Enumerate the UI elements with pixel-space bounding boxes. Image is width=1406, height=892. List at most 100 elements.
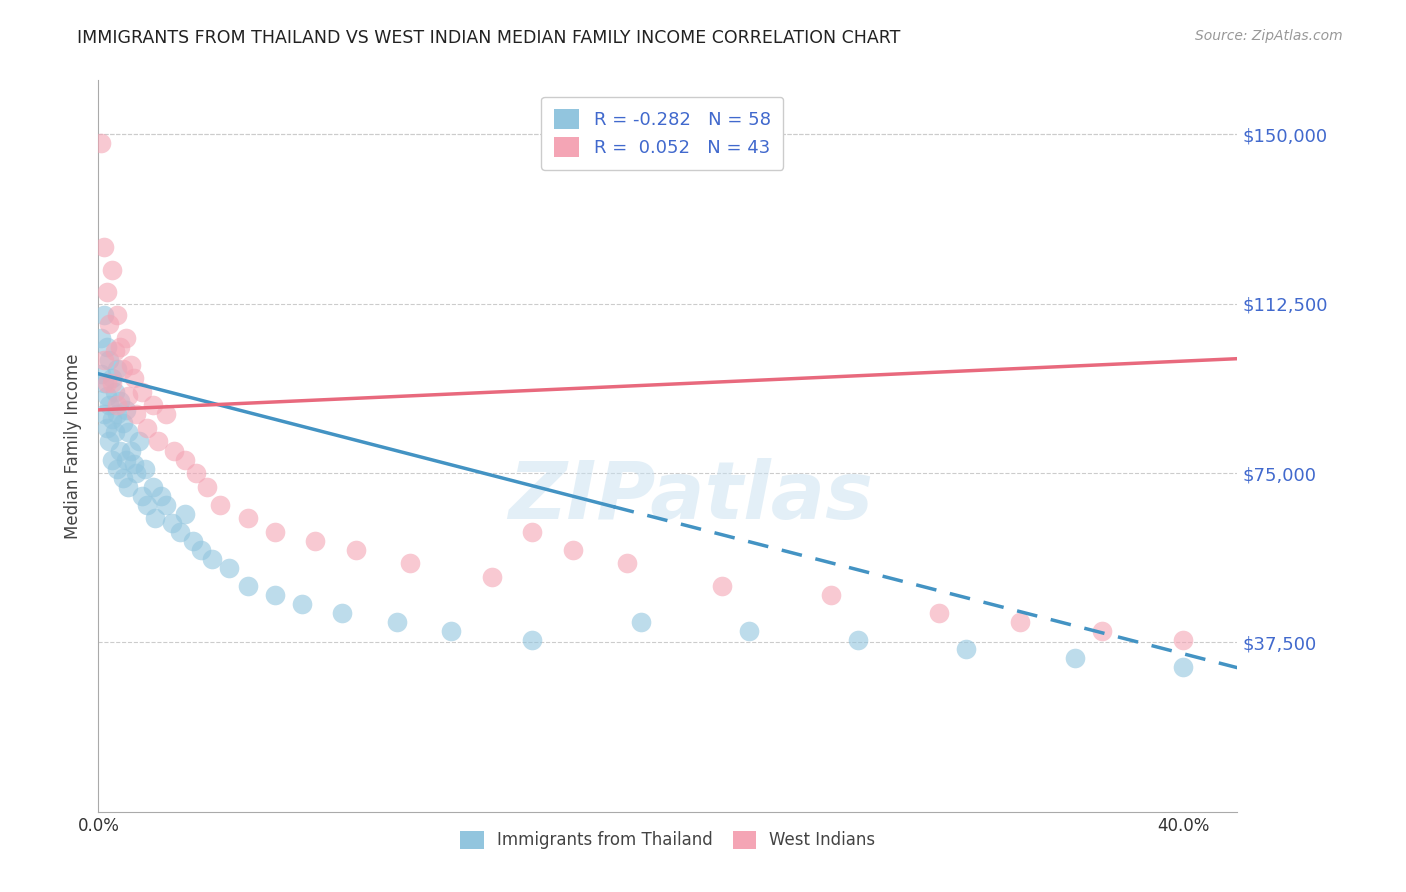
West Indians <box>155 408 177 422</box>
West Indians <box>131 384 153 399</box>
West Indians <box>136 421 159 435</box>
West Indians <box>304 533 326 548</box>
Immigrants from Thailand <box>96 421 118 435</box>
Immigrants from Thailand <box>136 498 159 512</box>
West Indians <box>820 588 842 602</box>
West Indians <box>344 542 367 557</box>
Text: IMMIGRANTS FROM THAILAND VS WEST INDIAN MEDIAN FAMILY INCOME CORRELATION CHART: IMMIGRANTS FROM THAILAND VS WEST INDIAN … <box>77 29 901 46</box>
West Indians <box>98 317 121 331</box>
Immigrants from Thailand <box>145 511 167 525</box>
West Indians <box>174 452 197 467</box>
Immigrants from Thailand <box>291 597 314 611</box>
West Indians <box>117 389 139 403</box>
Immigrants from Thailand <box>236 579 259 593</box>
Immigrants from Thailand <box>101 412 124 426</box>
Immigrants from Thailand <box>114 403 136 417</box>
Immigrants from Thailand <box>149 489 172 503</box>
West Indians <box>1010 615 1032 629</box>
Immigrants from Thailand <box>131 489 153 503</box>
Immigrants from Thailand <box>522 633 544 648</box>
Immigrants from Thailand <box>107 362 129 376</box>
Immigrants from Thailand <box>96 340 118 354</box>
Immigrants from Thailand <box>155 498 177 512</box>
West Indians <box>399 557 422 571</box>
West Indians <box>104 344 127 359</box>
West Indians <box>122 371 145 385</box>
West Indians <box>114 331 136 345</box>
Immigrants from Thailand <box>160 516 183 530</box>
Immigrants from Thailand <box>183 533 205 548</box>
Immigrants from Thailand <box>1063 651 1085 665</box>
West Indians <box>236 511 259 525</box>
West Indians <box>146 434 169 449</box>
Immigrants from Thailand <box>385 615 408 629</box>
West Indians <box>93 240 115 254</box>
West Indians <box>96 376 118 390</box>
Immigrants from Thailand <box>107 408 129 422</box>
Immigrants from Thailand <box>93 308 115 322</box>
Immigrants from Thailand <box>107 461 129 475</box>
West Indians <box>96 285 118 300</box>
Immigrants from Thailand <box>218 561 240 575</box>
Immigrants from Thailand <box>332 606 354 620</box>
Immigrants from Thailand <box>90 367 112 381</box>
Immigrants from Thailand <box>108 443 131 458</box>
Text: ZIPatlas: ZIPatlas <box>508 458 873 536</box>
Immigrants from Thailand <box>98 398 121 412</box>
Immigrants from Thailand <box>630 615 652 629</box>
Immigrants from Thailand <box>955 642 977 657</box>
Immigrants from Thailand <box>190 542 212 557</box>
Immigrants from Thailand <box>174 507 197 521</box>
Immigrants from Thailand <box>142 480 165 494</box>
Immigrants from Thailand <box>111 417 134 431</box>
West Indians <box>111 362 134 376</box>
Immigrants from Thailand <box>104 425 127 440</box>
Immigrants from Thailand <box>90 331 112 345</box>
Immigrants from Thailand <box>93 408 115 422</box>
Immigrants from Thailand <box>738 624 761 639</box>
West Indians <box>209 498 232 512</box>
Immigrants from Thailand <box>101 452 124 467</box>
Immigrants from Thailand <box>117 480 139 494</box>
West Indians <box>120 358 142 372</box>
West Indians <box>125 408 148 422</box>
West Indians <box>481 570 503 584</box>
Immigrants from Thailand <box>98 353 121 368</box>
West Indians <box>163 443 186 458</box>
Immigrants from Thailand <box>134 461 156 475</box>
West Indians <box>90 136 112 151</box>
Immigrants from Thailand <box>117 425 139 440</box>
West Indians <box>101 263 124 277</box>
West Indians <box>184 466 207 480</box>
West Indians <box>1091 624 1114 639</box>
Immigrants from Thailand <box>125 466 148 480</box>
West Indians <box>522 524 544 539</box>
Immigrants from Thailand <box>101 371 124 385</box>
West Indians <box>928 606 950 620</box>
Immigrants from Thailand <box>169 524 191 539</box>
West Indians <box>195 480 218 494</box>
Immigrants from Thailand <box>120 443 142 458</box>
Y-axis label: Median Family Income: Median Family Income <box>65 353 83 539</box>
West Indians <box>1171 633 1194 648</box>
Immigrants from Thailand <box>201 552 224 566</box>
West Indians <box>142 398 165 412</box>
Text: Source: ZipAtlas.com: Source: ZipAtlas.com <box>1195 29 1343 43</box>
Legend: Immigrants from Thailand, West Indians: Immigrants from Thailand, West Indians <box>454 824 882 856</box>
Immigrants from Thailand <box>111 470 134 484</box>
West Indians <box>101 376 124 390</box>
Immigrants from Thailand <box>104 384 127 399</box>
West Indians <box>107 398 129 412</box>
West Indians <box>93 353 115 368</box>
West Indians <box>108 340 131 354</box>
Immigrants from Thailand <box>96 389 118 403</box>
West Indians <box>107 308 129 322</box>
Immigrants from Thailand <box>114 452 136 467</box>
Immigrants from Thailand <box>440 624 463 639</box>
Immigrants from Thailand <box>98 434 121 449</box>
Immigrants from Thailand <box>1171 660 1194 674</box>
Immigrants from Thailand <box>128 434 150 449</box>
West Indians <box>263 524 285 539</box>
West Indians <box>562 542 585 557</box>
Immigrants from Thailand <box>122 457 145 471</box>
